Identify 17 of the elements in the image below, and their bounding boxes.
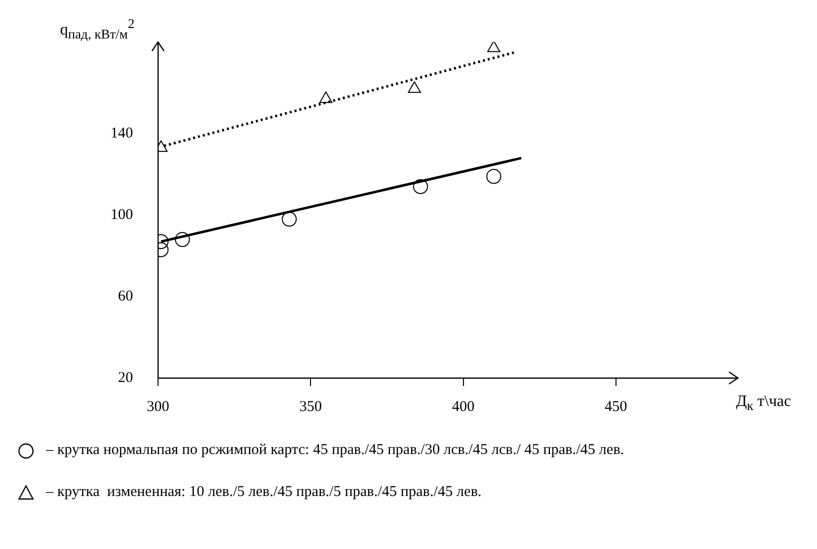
point [319,92,332,104]
point [486,168,502,184]
x-tick-label: 350 [299,398,322,415]
point [487,42,500,52]
y-tick-label: 140 [110,126,133,142]
y-tick-label: 60 [118,288,133,304]
x-tick-label: 450 [604,398,628,415]
x-axis-title: Д$_{к}$ т\час [736,393,792,414]
y-tick-label: 100 [110,207,133,224]
legend-label: – крутка нормальпая по рсжимпой картс: 45 прав./45 прав./30 лсв./45 лсв./ 45 прав./45 лев. [46,441,624,460]
legend-label: – крутка измененная: 10 лев./5 лев./45 прав./5 прав./45 прав./45 лев. [46,483,482,502]
x-tick-label: 300 [146,398,170,415]
y-tick-label: 20 [118,370,133,386]
point [282,212,297,227]
point [408,81,421,93]
point [413,179,428,194]
x-tick-label: 400 [452,398,475,415]
